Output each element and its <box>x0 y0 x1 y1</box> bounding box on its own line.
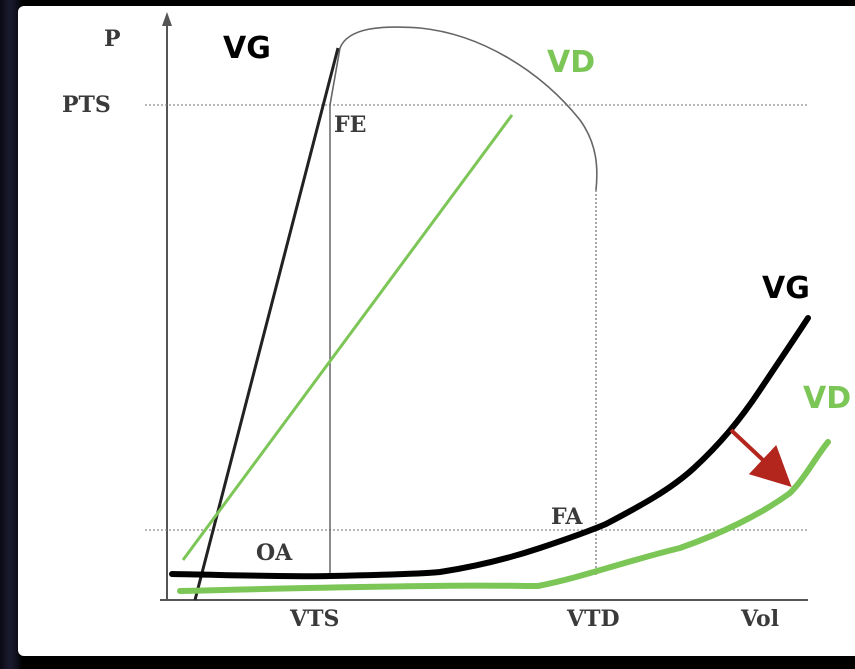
y-axis-arrow <box>162 12 172 26</box>
oa-label: OA <box>256 540 293 566</box>
vd-top-label: VD <box>547 45 595 80</box>
vg-top-label: VG <box>223 31 271 66</box>
shift-arrow <box>729 428 792 487</box>
vd-compliance-curve <box>177 439 831 594</box>
vg-right-label: VG <box>762 271 810 306</box>
pts-label: PTS <box>62 92 111 118</box>
vd-right-label: VD <box>803 381 851 416</box>
vol-label: Vol <box>740 606 779 632</box>
diagram-panel <box>18 6 855 656</box>
vts-label: VTS <box>289 606 339 632</box>
fe-label: FE <box>334 112 366 138</box>
pv-loop-curve <box>329 26 598 191</box>
vg-compliance-curve <box>169 315 811 580</box>
vg-elastance-line <box>193 47 340 601</box>
vtd-label: VTD <box>566 606 620 632</box>
fa-label: FA <box>551 504 583 530</box>
p-axis-label: P <box>104 26 121 52</box>
vd-elastance-line <box>181 114 514 561</box>
